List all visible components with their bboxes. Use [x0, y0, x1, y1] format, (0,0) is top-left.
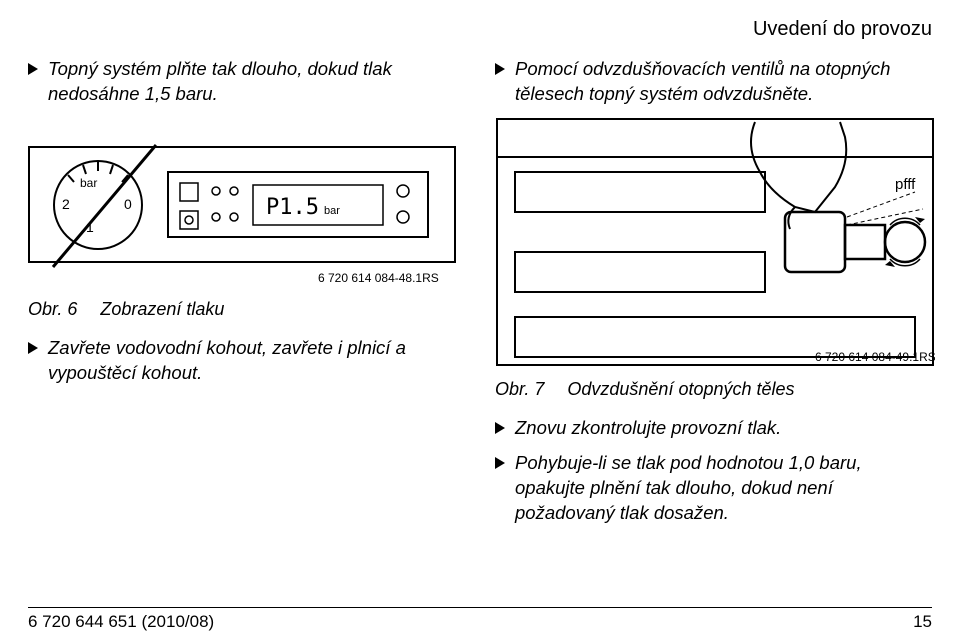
page-footer: 6 720 644 651 (2010/08) 15	[28, 607, 932, 632]
display-value: P1.5	[266, 195, 319, 220]
figure-7-diagram: pfff 6 720 614 084-49.1RS	[495, 117, 935, 367]
right-column: Pomocí odvzdušňovacích ventilů na otopný…	[495, 57, 932, 536]
left-bullet-1: Topný systém plňte tak dlouho, dokud tla…	[28, 57, 465, 107]
figure-7-num: Obr. 7	[495, 379, 544, 399]
left-bullet-2-text: Zavřete vodovodní kohout, zavřete i plni…	[48, 336, 465, 386]
right-bullet-1: Pomocí odvzdušňovacích ventilů na otopný…	[495, 57, 932, 107]
figure-7-text: Odvzdušnění otopných těles	[567, 379, 794, 399]
footer-docref: 6 720 644 651 (2010/08)	[28, 612, 214, 632]
figure-6-caption: Obr. 6 Zobrazení tlaku	[28, 299, 465, 320]
left-bullet-1-text: Topný systém plňte tak dlouho, dokud tla…	[48, 57, 465, 107]
sound-label: pfff	[895, 176, 916, 193]
figure-7-caption: Obr. 7 Odvzdušnění otopných těles	[495, 379, 932, 400]
right-bullet-2-text: Znovu zkontrolujte provozní tlak.	[515, 416, 781, 441]
right-bullet-2: Znovu zkontrolujte provozní tlak.	[495, 416, 932, 441]
figure-6-text: Zobrazení tlaku	[100, 299, 224, 319]
gauge-tick-2: 2	[62, 196, 70, 212]
fig6-imgref: 6 720 614 084-48.1RS	[318, 271, 439, 285]
right-bullet-3: Pohybuje-li se tlak pod hodnotou 1,0 bar…	[495, 451, 932, 526]
display-unit: bar	[324, 205, 340, 217]
section-header: Uvedení do provozu	[28, 18, 932, 41]
footer-pagenum: 15	[913, 612, 932, 632]
two-column-layout: Topný systém plňte tak dlouho, dokud tla…	[28, 57, 932, 536]
bullet-triangle-icon	[495, 457, 505, 469]
gauge-unit: bar	[80, 176, 97, 190]
bullet-triangle-icon	[28, 63, 38, 75]
bullet-triangle-icon	[28, 342, 38, 354]
left-column: Topný systém plňte tak dlouho, dokud tla…	[28, 57, 465, 536]
right-bullet-1-text: Pomocí odvzdušňovacích ventilů na otopný…	[515, 57, 932, 107]
figure-6-num: Obr. 6	[28, 299, 77, 319]
bullet-triangle-icon	[495, 63, 505, 75]
gauge-tick-0: 0	[124, 196, 132, 212]
fig7-imgref: 6 720 614 084-49.1RS	[815, 350, 935, 364]
right-bullet-3-text: Pohybuje-li se tlak pod hodnotou 1,0 bar…	[515, 451, 932, 526]
left-bullet-2: Zavřete vodovodní kohout, zavřete i plni…	[28, 336, 465, 386]
bullet-triangle-icon	[495, 422, 505, 434]
figure-6-diagram: bar 2 1 0 P1.5 bar 6 720 614 08	[28, 117, 458, 287]
